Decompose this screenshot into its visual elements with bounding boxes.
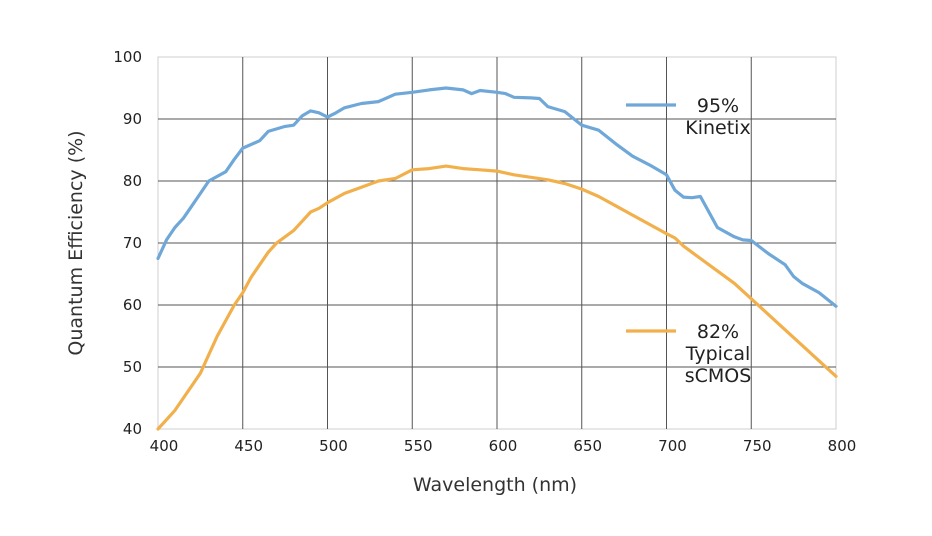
series-layer [156,86,838,431]
legend-label-0: Kinetix [685,117,750,139]
y-tick-label: 50 [123,358,142,376]
y-tick-label: 80 [123,172,142,190]
y-tick-label: 60 [123,296,142,314]
x-tick-label: 650 [573,437,602,455]
legend-label-1: sCMOS [685,365,752,387]
x-tick-label: 800 [828,437,857,455]
grid-lines [158,57,836,429]
x-tick-label: 400 [150,437,179,455]
y-tick-label: 40 [123,420,142,438]
legend-label-1: 82% [697,321,739,343]
x-tick-label: 450 [234,437,263,455]
y-axis-title: Quantum Efficiency (%) [65,130,87,355]
tick-labels: 400 450 500 550 600 650 700 750 800 40 50 60 70 80 90 1… [113,48,856,455]
legend-label-1: Typical [685,343,751,365]
x-tick-label: 700 [658,437,687,455]
y-tick-label: 100 [113,48,142,66]
y-tick-label: 90 [123,110,142,128]
y-tick-label: 70 [123,234,142,252]
x-tick-label: 550 [404,437,433,455]
x-tick-label: 750 [743,437,772,455]
legend-label-0: 95% [697,95,739,117]
series-line-1 [156,164,838,431]
x-axis-title: Wavelength (nm) [413,474,577,496]
x-tick-label: 600 [489,437,518,455]
x-tick-label: 500 [319,437,348,455]
series-line-0 [156,86,838,308]
